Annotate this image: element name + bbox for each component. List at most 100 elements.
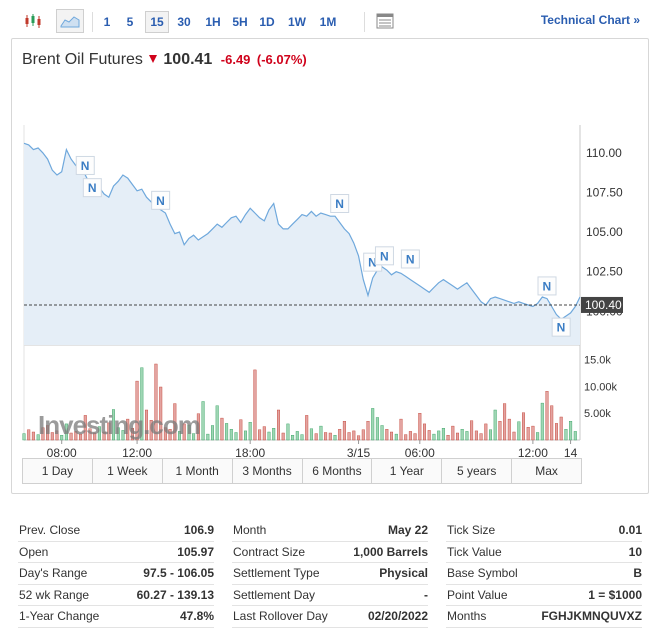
volume-bar [163, 427, 167, 441]
volume-bar [371, 408, 375, 441]
price-chart[interactable]: 110.00107.50105.00102.50100.00100.40NNNN… [12, 79, 648, 459]
news-marker [551, 317, 571, 337]
volume-bar [121, 430, 125, 441]
timeframe-5h[interactable]: 5H [232, 15, 248, 29]
stats-column-ticks: Tick Size 0.01 Tick Value 10 Base Symbol B Poi… [446, 520, 642, 628]
volume-bar [295, 431, 299, 441]
stat-row: Prev. Close 106.9 [18, 520, 214, 542]
volume-bar [262, 426, 266, 441]
timeframe-1w[interactable]: 1W [288, 15, 306, 29]
volume-bar [390, 431, 394, 441]
volume-bar [342, 421, 346, 441]
x-tick-label: 3/15 [347, 446, 371, 459]
range-max[interactable]: Max [512, 459, 581, 483]
stat-row: Open 105.97 [18, 542, 214, 564]
volume-bar [55, 430, 59, 441]
volume-bar [470, 420, 474, 441]
stat-row: Settlement Day - [232, 585, 428, 607]
volume-bar [408, 431, 412, 441]
investing-watermark: Investing.com [38, 410, 200, 440]
volume-bar [149, 420, 153, 441]
stat-value: 105.97 [177, 544, 214, 559]
volume-bar [413, 433, 417, 441]
volume-bar [140, 367, 144, 441]
volume-bar [107, 422, 111, 441]
volume-bar [286, 423, 290, 441]
stat-row: Day's Range 97.5 - 106.05 [18, 563, 214, 585]
volume-bar [300, 434, 304, 441]
y-tick-label: 105.00 [586, 225, 623, 239]
stat-label: Tick Value [447, 544, 502, 559]
volume-bar [375, 417, 379, 441]
stat-label: Contract Size [233, 544, 306, 559]
stat-value: FGHJKMNQUVXZ [541, 609, 642, 624]
timeframe-1m[interactable]: 1M [319, 15, 337, 29]
volume-bar [305, 415, 309, 441]
stat-row: 1-Year Change 47.8% [18, 606, 214, 628]
stat-row: Settlement Type Physical [232, 563, 428, 585]
stat-label: Tick Size [447, 523, 496, 537]
volume-bar [192, 433, 196, 441]
price-area [24, 143, 580, 345]
stat-value: 10 [628, 544, 642, 559]
range-3-months[interactable]: 3 Months [232, 459, 303, 483]
range-5-years[interactable]: 5 years [442, 459, 513, 483]
stat-value: B [633, 566, 642, 581]
volume-bar [559, 416, 563, 441]
volume-bar [536, 432, 540, 441]
candlestick-icon[interactable] [20, 10, 46, 32]
table-icon[interactable] [372, 10, 398, 32]
volume-bar [484, 423, 488, 441]
stat-label: Day's Range [19, 566, 88, 581]
timeframe-1d[interactable]: 1D [259, 15, 275, 29]
timeframe-30[interactable]: 30 [177, 15, 191, 29]
volume-bar [564, 429, 568, 441]
stat-label: Base Symbol [447, 566, 518, 581]
area-chart-icon[interactable] [56, 9, 84, 33]
stat-label: Settlement Day [233, 587, 316, 602]
stat-label: Last Rollover Day [233, 609, 328, 624]
volume-bar [144, 409, 148, 441]
range-1-year[interactable]: 1 Year [372, 459, 443, 483]
volume-bar [116, 427, 120, 441]
timeframe-1h[interactable]: 1H [205, 15, 221, 29]
volume-tick-label: 10.00k [584, 381, 618, 393]
volume-bar [79, 433, 83, 441]
instrument-name: Brent Oil Futures [22, 51, 143, 68]
x-tick-label: 14 [564, 446, 578, 459]
timeframe-1[interactable]: 1 [103, 15, 111, 29]
volume-bar [319, 425, 323, 441]
news-marker-label: N [335, 197, 344, 211]
last-price: 100.41 [163, 51, 213, 68]
volume-bar [88, 428, 92, 441]
volume-bar [569, 421, 573, 441]
volume-bar [130, 428, 134, 441]
stat-label: Months [447, 609, 487, 624]
news-marker-label: N [380, 249, 389, 263]
volume-bar [465, 431, 469, 441]
range-1-week[interactable]: 1 Week [92, 459, 163, 483]
range-6-months[interactable]: 6 Months [302, 459, 373, 483]
technical-chart-link[interactable]: Technical Chart » [540, 13, 640, 27]
volume-bar [531, 425, 535, 441]
volume-bar [456, 432, 460, 441]
volume-bar [427, 430, 431, 441]
volume-tick-label: 5.00k [584, 408, 611, 420]
volume-bar [97, 426, 101, 441]
volume-bar [503, 403, 507, 441]
stat-row: Tick Value 10 [446, 542, 642, 564]
volume-bar [347, 432, 351, 441]
stats-column-contract: Month May 22 Contract Size 1,000 Barrels Set… [232, 520, 428, 628]
news-marker [400, 249, 420, 269]
volume-bar [111, 409, 115, 441]
volume-bar [196, 413, 200, 441]
stat-value: 106.9 [183, 523, 214, 537]
volume-bar [210, 425, 214, 441]
volume-bar [338, 429, 342, 441]
stat-label: Open [19, 544, 49, 559]
range-1-day[interactable]: 1 Day [23, 459, 93, 483]
range-1-month[interactable]: 1 Month [162, 459, 233, 483]
timeframe-5[interactable]: 5 [126, 15, 134, 29]
volume-bar [545, 391, 549, 441]
timeframe-15[interactable]: 15 [145, 11, 169, 33]
